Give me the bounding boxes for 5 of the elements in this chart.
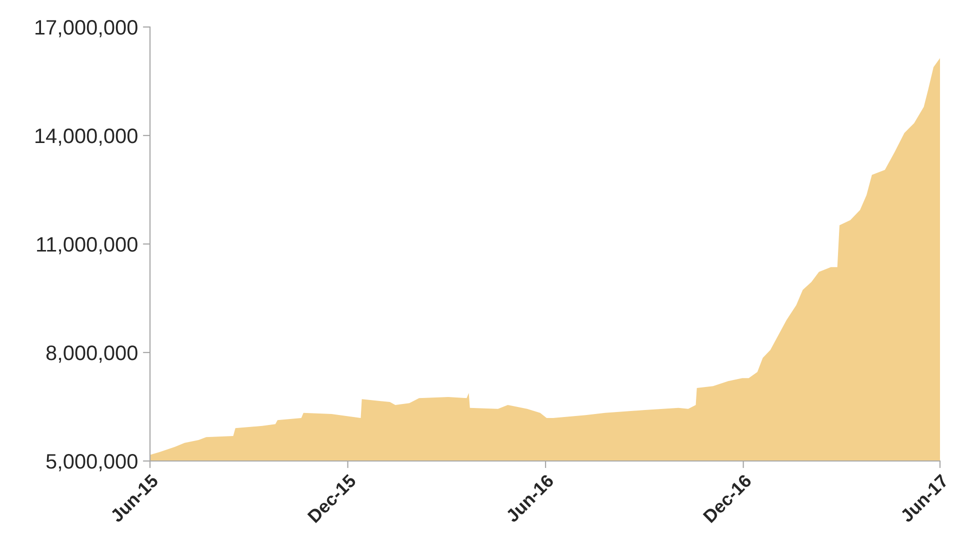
y-tick-label: 14,000,000 [36,128,138,146]
y-tick-label: 17,000,000 [36,20,138,38]
y-tick-label: 8,000,000 [46,346,138,363]
y-tick-label: 11,000,000 [37,237,138,254]
y-tick-label: 5,000,000 [46,454,138,472]
